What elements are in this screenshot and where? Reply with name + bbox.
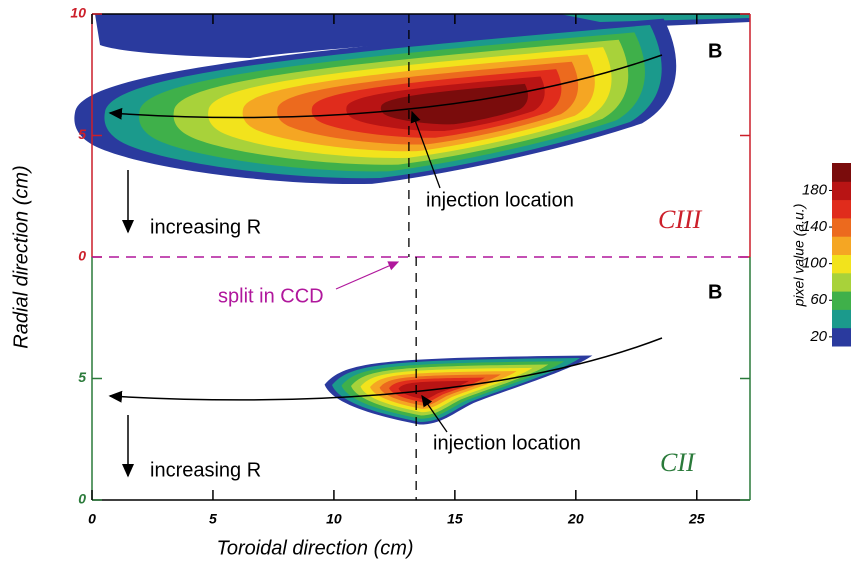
x-axis-label: Toroidal direction (cm) xyxy=(216,537,413,559)
colorbar-tick-label: 20 xyxy=(809,328,827,345)
x-tick-label: 5 xyxy=(209,511,217,527)
split-label: split in CCD xyxy=(218,285,324,307)
x-tick-label: 25 xyxy=(688,511,705,527)
x-tick-label: 10 xyxy=(326,511,342,527)
field-label: B xyxy=(708,40,722,62)
injection-label: injection location xyxy=(426,189,574,211)
panel-label: CIII xyxy=(658,205,703,234)
split-arrow xyxy=(336,262,398,289)
direction-label: increasing R xyxy=(150,216,261,238)
x-tick-label: 15 xyxy=(447,511,463,527)
field-label: B xyxy=(708,281,722,303)
colorbar-band xyxy=(832,200,851,219)
colorbar-band xyxy=(832,163,851,182)
y-axis-label: Radial direction (cm) xyxy=(10,165,32,348)
injection-label: injection location xyxy=(433,432,581,454)
colorbar-band xyxy=(832,255,851,274)
colorbar-band xyxy=(832,291,851,310)
colorbar-band xyxy=(832,273,851,292)
colorbar-band xyxy=(832,181,851,200)
x-tick-label: 20 xyxy=(567,511,584,527)
y-tick-label: 0 xyxy=(78,491,86,507)
direction-label: increasing R xyxy=(150,459,261,481)
colorbar-band xyxy=(832,236,851,255)
y-tick-label: 0 xyxy=(78,248,86,264)
colorbar-band xyxy=(832,218,851,237)
chart: 05100505101520252060100140180 split in C… xyxy=(0,0,851,567)
panel-label: CII xyxy=(660,448,696,477)
y-tick-label: 5 xyxy=(78,126,86,142)
colorbar-band xyxy=(832,328,851,347)
colorbar-band xyxy=(832,309,851,328)
y-tick-label: 10 xyxy=(70,5,86,21)
colorbar-label: pixel value (a.u.) xyxy=(791,204,807,308)
y-tick-label: 5 xyxy=(78,369,86,385)
colorbar-tick-label: 180 xyxy=(802,181,828,198)
x-tick-label: 0 xyxy=(88,511,96,527)
colorbar-tick-label: 60 xyxy=(810,291,827,308)
